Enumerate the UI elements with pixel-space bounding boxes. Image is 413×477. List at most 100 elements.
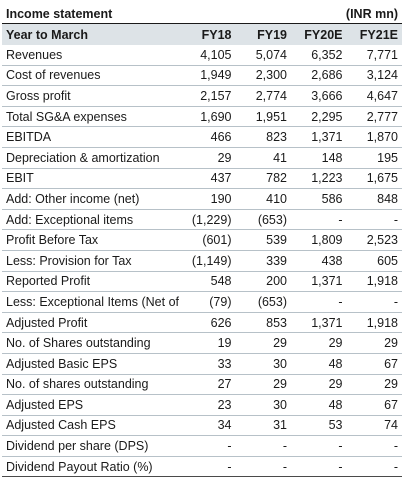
row-value: 1,675 (346, 168, 402, 190)
table-row: Adjusted Profit 626 853 1,371 1,918 (2, 312, 402, 334)
title-row: Income statement (INR mn) (2, 0, 402, 24)
table-row: Cost of revenues 1,949 2,300 2,686 3,124 (2, 65, 402, 87)
table-row: Adjusted Basic EPS 33 30 48 67 (2, 353, 402, 375)
row-label: Reported Profit (2, 271, 180, 293)
row-value: 29 (235, 332, 291, 354)
table-row: Less: Exceptional Items (Net of T (79) (65… (2, 291, 402, 313)
row-value: 33 (180, 353, 236, 375)
row-label: No. of shares outstanding (2, 374, 180, 396)
header-fy18: FY18 (180, 24, 236, 45)
row-label: Depreciation & amortization (2, 147, 180, 169)
row-value: 5,074 (235, 45, 291, 66)
row-value: 1,918 (346, 271, 402, 293)
row-value: 29 (291, 374, 347, 396)
row-value: 2,300 (235, 65, 291, 87)
table-row: Dividend per share (DPS) - - - - (2, 435, 402, 457)
header-row: Year to March FY18 FY19 FY20E FY21E (2, 24, 402, 45)
row-value: 1,951 (235, 106, 291, 128)
table-row: Depreciation & amortization 29 41 148 195 (2, 147, 402, 169)
row-value: 29 (235, 374, 291, 396)
row-value: 48 (291, 394, 347, 416)
row-value: 29 (180, 147, 236, 169)
row-value: 437 (180, 168, 236, 190)
row-value: 626 (180, 312, 236, 334)
row-value: 19 (180, 332, 236, 354)
table-row: Profit Before Tax (601) 539 1,809 2,523 (2, 229, 402, 251)
row-value: 29 (346, 332, 402, 354)
row-value: 2,686 (291, 65, 347, 87)
row-value: (653) (235, 291, 291, 313)
table-body: Revenues 4,105 5,074 6,352 7,771 Cost of reve… (2, 45, 402, 477)
row-value: 1,371 (291, 126, 347, 148)
row-value: 548 (180, 271, 236, 293)
row-value: 339 (235, 250, 291, 272)
row-label: Total SG&A expenses (2, 106, 180, 128)
row-value: 438 (291, 250, 347, 272)
row-value: 782 (235, 168, 291, 190)
row-label: Dividend per share (DPS) (2, 435, 180, 457)
row-label: Profit Before Tax (2, 229, 180, 251)
row-value: 410 (235, 188, 291, 210)
row-value: 29 (291, 332, 347, 354)
row-label: Revenues (2, 45, 180, 66)
table-row: Total SG&A expenses 1,690 1,951 2,295 2,777 (2, 106, 402, 128)
row-value: 23 (180, 394, 236, 416)
table-title: Income statement (6, 7, 113, 21)
row-value: 1,223 (291, 168, 347, 190)
row-label: Adjusted Basic EPS (2, 353, 180, 375)
row-value: 4,105 (180, 45, 236, 66)
row-value: 848 (346, 188, 402, 210)
row-value: 1,371 (291, 312, 347, 334)
row-value: - (180, 456, 236, 477)
row-label: Gross profit (2, 85, 180, 107)
income-table: Year to March FY18 FY19 FY20E FY21E Reve… (2, 24, 402, 477)
table-row: Dividend Payout Ratio (%) - - - - (2, 456, 402, 477)
row-value: 2,777 (346, 106, 402, 128)
row-value: 853 (235, 312, 291, 334)
row-value: 29 (346, 374, 402, 396)
row-value: 2,157 (180, 85, 236, 107)
row-value: 27 (180, 374, 236, 396)
row-value: 74 (346, 415, 402, 437)
row-value: 6,352 (291, 45, 347, 66)
row-value: 1,690 (180, 106, 236, 128)
row-label: No. of Shares outstanding (2, 332, 180, 354)
row-value: 34 (180, 415, 236, 437)
row-value: - (346, 456, 402, 477)
row-value: 67 (346, 353, 402, 375)
table-row: EBITDA 466 823 1,371 1,870 (2, 126, 402, 148)
row-value: - (180, 435, 236, 457)
row-label: EBITDA (2, 126, 180, 148)
row-label: Less: Provision for Tax (2, 250, 180, 272)
row-label: Add: Other income (net) (2, 188, 180, 210)
row-label: Cost of revenues (2, 65, 180, 87)
row-value: 605 (346, 250, 402, 272)
row-value: 823 (235, 126, 291, 148)
row-value: - (291, 456, 347, 477)
table-row: EBIT 437 782 1,223 1,675 (2, 168, 402, 190)
row-value: - (291, 435, 347, 457)
row-value: - (235, 435, 291, 457)
row-value: 1,918 (346, 312, 402, 334)
row-value: - (346, 435, 402, 457)
header-fy21e: FY21E (346, 24, 402, 45)
row-value: 586 (291, 188, 347, 210)
table-row: Revenues 4,105 5,074 6,352 7,771 (2, 45, 402, 66)
row-label: Add: Exceptional items (2, 209, 180, 231)
row-value: 1,371 (291, 271, 347, 293)
header-fy19: FY19 (235, 24, 291, 45)
table-row: Gross profit 2,157 2,774 3,666 4,647 (2, 85, 402, 107)
row-value: 539 (235, 229, 291, 251)
table-row: No. of shares outstanding 27 29 29 29 (2, 374, 402, 396)
row-value: 3,666 (291, 85, 347, 107)
row-value: - (291, 209, 347, 231)
row-value: 30 (235, 394, 291, 416)
row-label: Adjusted Cash EPS (2, 415, 180, 437)
income-statement: Income statement (INR mn) Year to March … (2, 0, 402, 477)
row-value: - (346, 209, 402, 231)
row-value: - (235, 456, 291, 477)
row-value: (653) (235, 209, 291, 231)
row-value: 67 (346, 394, 402, 416)
row-value: 4,647 (346, 85, 402, 107)
row-value: 2,774 (235, 85, 291, 107)
